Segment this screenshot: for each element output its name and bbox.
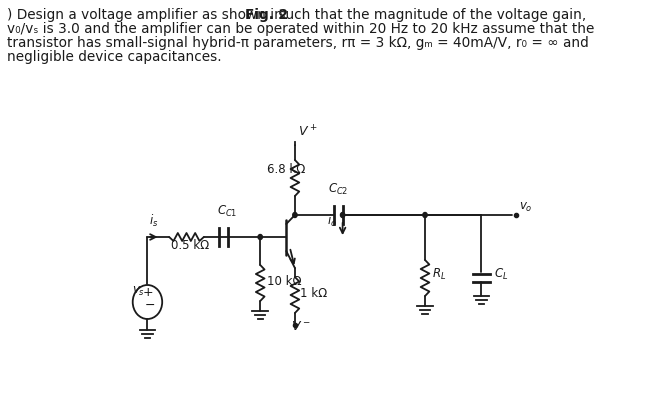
Text: $R_L$: $R_L$ [432,267,446,282]
Text: Fig. 2: Fig. 2 [245,8,288,22]
Text: −: − [145,299,156,312]
Text: $v_s$: $v_s$ [132,285,145,298]
Text: such that the magnitude of the voltage gain,: such that the magnitude of the voltage g… [274,8,587,22]
Text: 10 kΩ: 10 kΩ [267,275,301,288]
Circle shape [293,213,297,217]
Text: transistor has small-signal hybrid-π parameters, rπ = 3 kΩ, gₘ = 40mA/V, r₀ = ∞ : transistor has small-signal hybrid-π par… [7,36,589,50]
Text: $C_L$: $C_L$ [494,267,508,282]
Text: v₀/vₛ is 3.0 and the amplifier can be operated within 20 Hz to 20 kHz assume tha: v₀/vₛ is 3.0 and the amplifier can be op… [7,22,594,36]
Circle shape [423,213,427,217]
Text: $v_o$: $v_o$ [519,201,532,214]
Text: 0.5 kΩ: 0.5 kΩ [171,239,209,252]
Text: $V^+$: $V^+$ [298,125,317,140]
Text: $C_{C1}$: $C_{C1}$ [217,204,237,219]
Circle shape [258,234,262,240]
Text: negligible device capacitances.: negligible device capacitances. [7,50,222,64]
Text: 6.8 kΩ: 6.8 kΩ [267,163,305,176]
Text: $i_o$: $i_o$ [327,213,337,229]
Circle shape [341,213,345,217]
Text: 1 kΩ: 1 kΩ [300,287,328,300]
Text: $C_{C2}$: $C_{C2}$ [328,182,349,197]
Text: $i_s$: $i_s$ [149,213,158,229]
Text: ) Design a voltage amplifier as shown in: ) Design a voltage amplifier as shown in [7,8,287,22]
Text: +: + [143,286,154,299]
Text: $V^-$: $V^-$ [290,320,310,333]
